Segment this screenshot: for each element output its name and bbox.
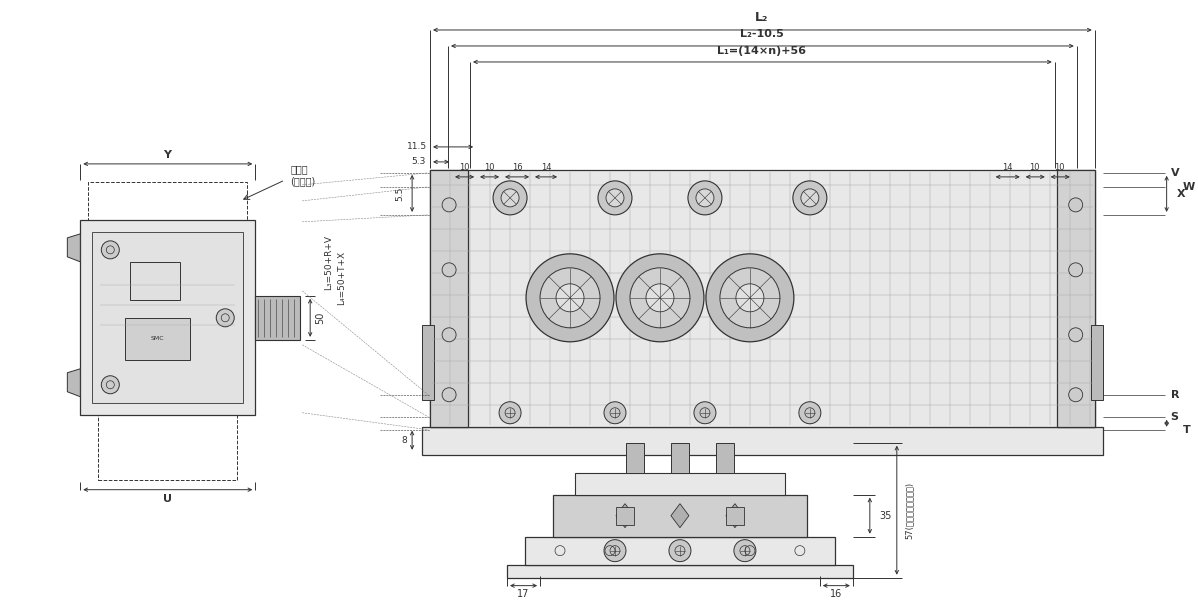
Text: X: X [1176,189,1185,199]
Text: SMC: SMC [151,336,164,341]
Circle shape [500,402,521,424]
Text: 50: 50 [315,311,325,324]
Circle shape [540,268,600,328]
Circle shape [1069,198,1083,212]
Text: 16: 16 [512,163,522,172]
Circle shape [720,268,780,328]
Bar [430,170,468,427]
Text: 5.5: 5.5 [395,187,405,201]
Bar [126,318,190,360]
Text: 5.3: 5.3 [411,157,425,166]
Circle shape [668,539,691,562]
Bar [430,170,1095,427]
Circle shape [694,402,716,424]
Text: 10: 10 [1054,163,1065,172]
Circle shape [688,181,722,215]
Text: 14: 14 [1003,163,1014,172]
Circle shape [556,284,583,312]
Bar [422,427,1102,455]
Text: W: W [1182,182,1194,192]
Text: 8: 8 [401,436,407,445]
Circle shape [706,254,794,342]
Circle shape [799,402,821,424]
Bar [553,494,807,536]
Polygon shape [671,503,689,527]
Circle shape [501,189,519,207]
Circle shape [598,181,633,215]
Circle shape [1069,328,1083,342]
Circle shape [102,241,120,259]
Polygon shape [67,369,80,397]
Circle shape [217,309,235,327]
Circle shape [630,268,690,328]
Polygon shape [616,503,634,527]
Polygon shape [67,234,80,262]
Bar [716,443,734,473]
Text: R: R [1170,390,1179,400]
Text: 11.5: 11.5 [407,142,428,151]
Bar [98,415,237,479]
Bar [92,232,243,403]
Text: 14: 14 [540,163,551,172]
Circle shape [442,198,456,212]
Text: U: U [163,494,171,503]
Text: S: S [1170,412,1179,422]
Bar [616,506,634,524]
Bar [507,565,853,578]
Text: L₄=50+T+X: L₄=50+T+X [337,251,346,305]
Text: L₂: L₂ [755,11,769,25]
Circle shape [102,376,120,394]
Bar [89,182,247,220]
Circle shape [604,539,627,562]
Circle shape [734,539,756,562]
Circle shape [696,189,714,207]
Bar [422,325,434,400]
Text: V: V [1170,168,1179,178]
Bar [671,443,689,473]
Bar [726,506,744,524]
Text: 16: 16 [830,589,842,599]
Bar [80,220,255,415]
Circle shape [801,189,819,207]
Circle shape [793,181,827,215]
Text: L₂-10.5: L₂-10.5 [740,29,783,39]
Text: L₁=(14×n)+56: L₁=(14×n)+56 [718,46,806,56]
Text: 17: 17 [516,589,530,599]
Text: 圧力計
(付属品): 圧力計 (付属品) [290,164,315,185]
Circle shape [736,284,764,312]
Bar [131,262,180,300]
Text: 35: 35 [879,511,891,521]
Text: Y: Y [163,150,171,160]
Text: 10: 10 [459,163,470,172]
Bar [1057,170,1095,427]
Circle shape [1069,388,1083,402]
Text: 10: 10 [484,163,495,172]
Text: T: T [1182,425,1191,435]
Circle shape [494,181,527,215]
Text: L₃=50+R+V: L₃=50+R+V [323,235,333,290]
Polygon shape [726,503,744,527]
Bar [525,536,835,565]
Circle shape [442,328,456,342]
Bar [1090,325,1102,400]
Bar [575,473,785,494]
Text: 10: 10 [1029,163,1040,172]
Circle shape [526,254,615,342]
Bar [627,443,645,473]
Circle shape [604,402,627,424]
Circle shape [1069,263,1083,277]
Circle shape [442,263,456,277]
Circle shape [616,254,704,342]
Bar [255,296,301,340]
Text: 57(ハンドルロック時): 57(ハンドルロック時) [904,482,914,539]
Circle shape [606,189,624,207]
Circle shape [646,284,674,312]
Circle shape [442,388,456,402]
